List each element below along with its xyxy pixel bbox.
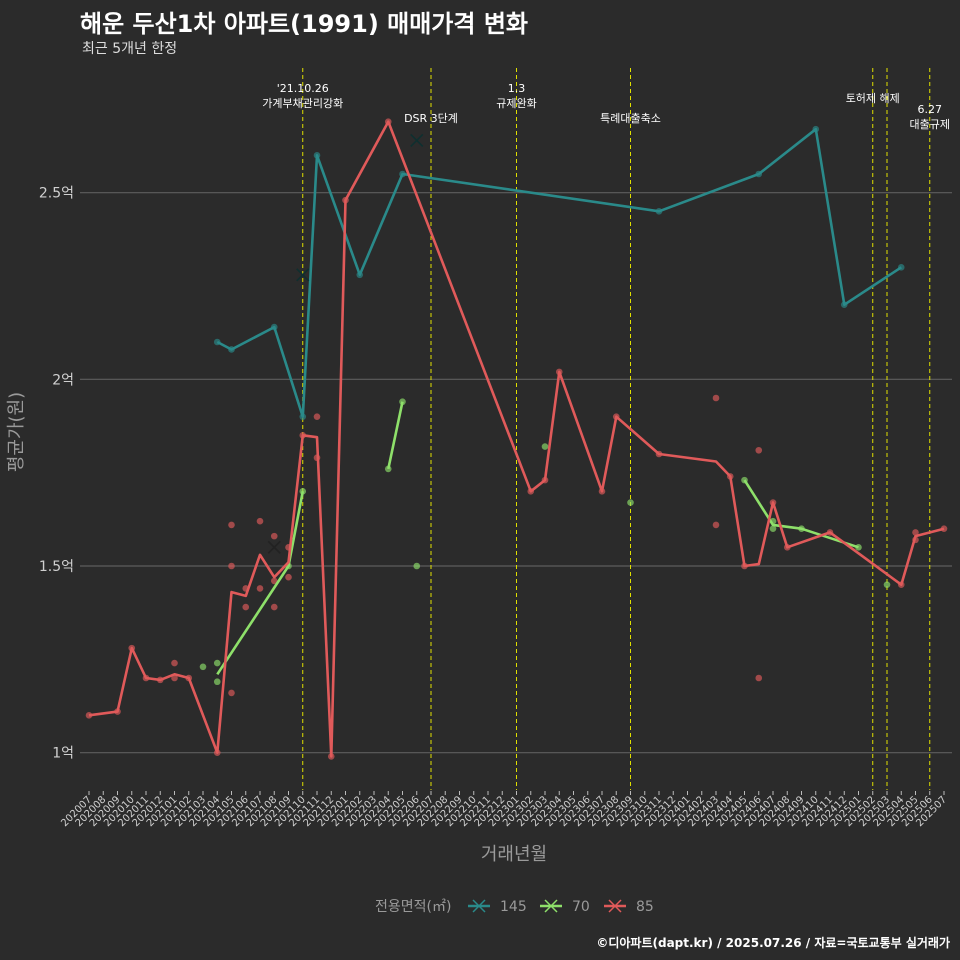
data-point-70 (199, 663, 207, 671)
data-point-85 (171, 659, 178, 667)
chart-title: 해운 두산1차 아파트(1991) 매매가격 변화 (80, 10, 528, 38)
data-point-85 (313, 413, 321, 420)
cancel-stroke (410, 133, 424, 147)
data-point-85 (285, 573, 292, 581)
event-label: DSR 3단계 (404, 112, 458, 125)
y-tick-label: 1억 (52, 746, 74, 762)
data-point-70 (413, 562, 421, 570)
data-point-85 (755, 446, 763, 454)
data-point-85 (85, 712, 93, 719)
legend-label: 85 (636, 899, 654, 915)
grid-lines (80, 192, 952, 754)
data-point-85 (712, 394, 720, 402)
cancelled-marker-145 (296, 268, 310, 282)
data-point-85 (755, 674, 763, 682)
data-point-70 (883, 581, 891, 588)
series-line-70 (743, 479, 859, 549)
y-tick-label: 2.5억 (39, 186, 74, 202)
legend-label: 145 (500, 899, 527, 915)
legend-mark (608, 899, 622, 913)
data-point-85 (270, 603, 278, 611)
data-point-85 (256, 585, 264, 592)
chart-caption: ©디아파트(dapt.kr) / 2025.07.26 / 자료=국토교통부 실… (596, 936, 950, 950)
data-point-70 (769, 525, 777, 532)
legend: 전용면적(㎡) 145 70 85 (375, 899, 654, 915)
data-point-85 (242, 603, 250, 611)
series-line-85 (88, 120, 945, 758)
data-point-70 (213, 659, 221, 667)
y-axis-ticks: 1억 1.5억 2억 2.5억 (39, 186, 74, 762)
y-axis-title: 평균가(원) (6, 392, 27, 472)
legend-mark (544, 899, 558, 913)
series-line-145 (216, 127, 903, 418)
legend-item-85: 85 (604, 899, 654, 915)
event-label: 1.3 규제완화 (496, 82, 536, 110)
event-label: 6.27 대출규제 (910, 103, 950, 131)
chart-subtitle: 최근 5개년 한정 (82, 41, 178, 57)
series-layer (85, 118, 948, 760)
data-point-85 (270, 532, 278, 540)
data-point-85 (270, 577, 278, 585)
legend-mark (472, 899, 486, 913)
event-label: 토허제 해제 (846, 91, 900, 105)
data-point-85 (228, 521, 235, 529)
x-axis-title: 거래년월 (481, 844, 547, 865)
cancel-stroke (296, 268, 310, 282)
data-point-85 (171, 674, 178, 682)
cancelled-marker-145 (410, 133, 424, 147)
legend-item-145: 145 (468, 899, 527, 915)
cancel-stroke (267, 540, 281, 554)
data-point-85 (712, 521, 720, 529)
data-point-70 (541, 443, 549, 450)
x-axis-ticks: 2020072020082020092020102020112020122021… (59, 791, 949, 829)
data-point-85 (912, 529, 919, 536)
data-point-85 (256, 517, 264, 525)
y-tick-label: 2억 (52, 372, 74, 388)
legend-item-70: 70 (540, 899, 590, 915)
legend-title: 전용면적(㎡) (375, 899, 451, 915)
data-point-70 (627, 499, 634, 506)
event-label: 특례대출축소 (600, 112, 661, 125)
y-tick-label: 1.5억 (39, 559, 74, 575)
legend-label: 70 (572, 899, 590, 915)
event-label: '21.10.26 가계부채관리강화 (262, 82, 343, 110)
data-point-85 (228, 689, 235, 697)
data-point-85 (228, 562, 235, 570)
cancelled-marker-85 (267, 540, 281, 554)
data-point-70 (213, 678, 221, 686)
series-line-70 (387, 401, 404, 470)
series-line-70 (216, 491, 305, 676)
